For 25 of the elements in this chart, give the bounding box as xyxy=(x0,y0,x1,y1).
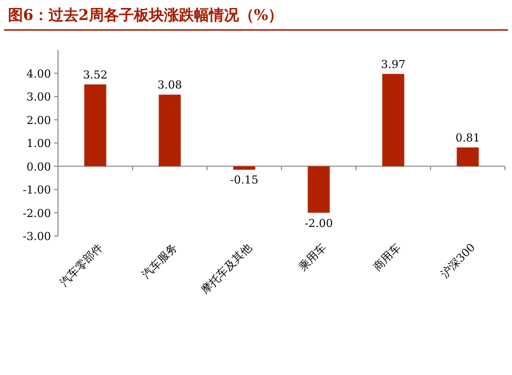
x-tick-label: 汽车服务 xyxy=(140,240,180,282)
x-tick-label: 摩托车及其他 xyxy=(198,240,254,297)
x-tick-label: 乘用车 xyxy=(296,240,329,274)
x-tick-label: 汽车零部件 xyxy=(57,240,106,290)
bar xyxy=(308,166,330,213)
chart-title: 图6：过去2周各子板块涨跌幅情况（%） xyxy=(8,6,284,24)
data-label: -2.00 xyxy=(304,216,333,230)
y-tick-label: 1.00 xyxy=(26,137,51,150)
bar xyxy=(382,74,404,166)
bar xyxy=(158,94,181,166)
y-tick-label: 3.00 xyxy=(26,90,51,104)
data-label: -0.15 xyxy=(230,174,258,187)
data-label: 3.52 xyxy=(83,68,108,82)
y-tick-label: -2.00 xyxy=(22,206,51,220)
x-tick-label: 商用车 xyxy=(370,240,404,274)
y-tick-label: -1.00 xyxy=(22,184,51,196)
y-tick-label: 0.00 xyxy=(26,160,51,174)
y-tick-label: -3.00 xyxy=(22,230,51,243)
data-label: 3.97 xyxy=(381,58,406,71)
data-label: 0.81 xyxy=(456,131,480,144)
y-tick-label: 4.00 xyxy=(26,67,51,80)
bar xyxy=(456,147,479,166)
y-tick-label: 2.00 xyxy=(26,114,51,127)
data-label: 3.08 xyxy=(158,78,182,92)
bar xyxy=(84,84,106,166)
